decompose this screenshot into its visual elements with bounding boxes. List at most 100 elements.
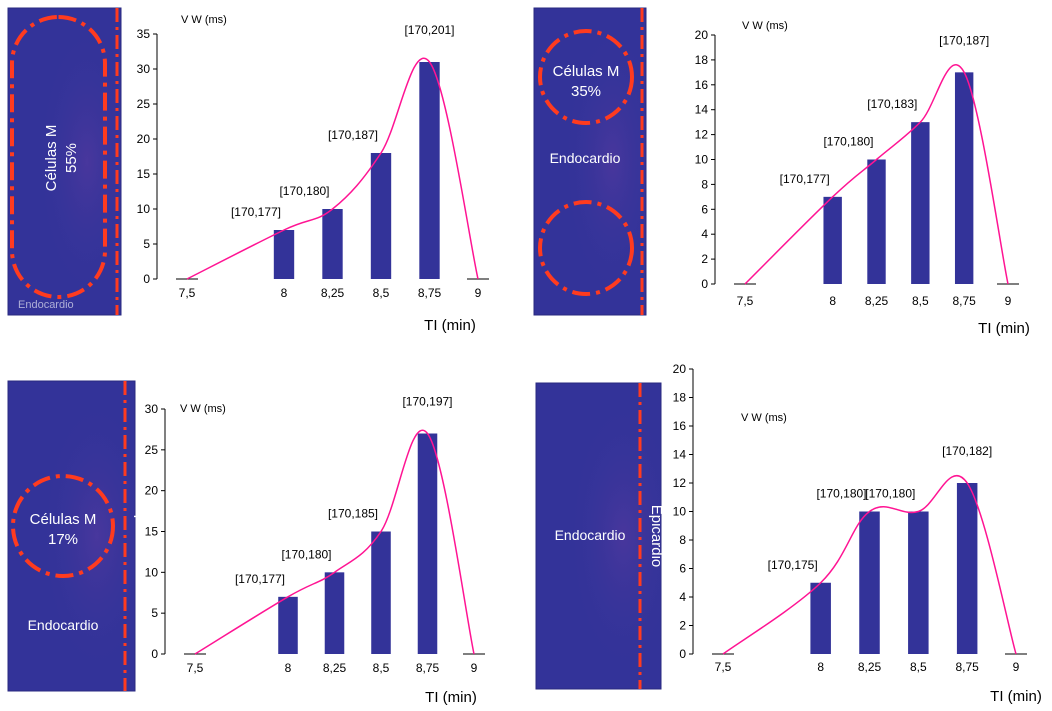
x-tick-label: 7,5 xyxy=(715,660,732,674)
y-tick-label: 16 xyxy=(673,419,687,433)
x-tick-label: 8 xyxy=(285,661,292,675)
bar-label: [170,180] xyxy=(816,487,866,501)
bar-label: [170,185] xyxy=(328,507,378,521)
x-tick-label: 8,5 xyxy=(373,661,390,675)
x-tick-label: 8 xyxy=(817,660,824,674)
endocardio-label: Endocardio xyxy=(555,527,626,543)
bar xyxy=(370,153,392,279)
epicardio-label: Epicardio xyxy=(648,505,665,568)
y-tick-label: 10 xyxy=(137,202,151,216)
y-tick-label: 0 xyxy=(679,647,686,661)
chart-2: 0 2 4 6 8 10 12 14 16 18 20 V W (ms) 7,5 8 [170,177] 8,… xyxy=(695,20,1030,337)
bar-label: [170,180] xyxy=(281,547,331,561)
y-tick-label: 14 xyxy=(695,103,709,117)
m-cells-percent: 17% xyxy=(48,531,78,548)
bar-label: [170,177] xyxy=(780,172,830,186)
bar-label: [170,180] xyxy=(279,184,329,198)
bar-label: [170,177] xyxy=(231,205,281,219)
x-tick-label: 7,5 xyxy=(737,294,754,308)
bar xyxy=(867,159,886,284)
m-cells-label: Células M 35% xyxy=(553,63,620,100)
tissue-diagram-3: Epicardio Endocardio Células M 17% xyxy=(7,380,150,692)
y-axis-label: V W (ms) xyxy=(742,20,788,32)
m-cells-percent: 35% xyxy=(571,83,601,100)
y-tick-label: 2 xyxy=(701,252,708,266)
y-tick-label: 0 xyxy=(143,272,150,286)
x-tick-label: 8,75 xyxy=(952,294,976,308)
y-tick-label: 12 xyxy=(695,128,709,142)
m-cells-name: Células M xyxy=(30,511,97,528)
y-tick-label: 30 xyxy=(145,402,159,416)
y-tick-label: 10 xyxy=(673,505,687,519)
x-tick-label: 8 xyxy=(281,286,288,300)
trend-curve xyxy=(744,64,1009,285)
y-tick-label: 15 xyxy=(137,167,151,181)
m-cell-region xyxy=(10,15,107,299)
x-tick-label: 9 xyxy=(475,286,482,300)
epicardio-label: Epicardio xyxy=(133,505,150,568)
bar xyxy=(810,582,831,654)
m-cells-name: Células M xyxy=(553,63,620,80)
bar xyxy=(954,72,974,284)
bar xyxy=(823,196,842,284)
chart-3: 0 5 10 15 20 25 30 V W (ms) 7,5 8 [170,177] 8,25 [17… xyxy=(145,395,485,706)
trend-curve xyxy=(722,474,1017,655)
x-tick-label: 8 xyxy=(829,294,836,308)
tissue-diagram-1: Epicardio Endocardio Células M 55% xyxy=(7,7,142,316)
bar xyxy=(278,596,298,654)
endocardio-label: Endocardio xyxy=(550,150,621,166)
y-tick-label: 8 xyxy=(679,533,686,547)
bar xyxy=(417,433,438,654)
x-axis-label: TI (min) xyxy=(424,317,476,334)
bar xyxy=(273,230,295,279)
x-tick-label: 8,75 xyxy=(418,286,442,300)
x-tick-label: 8,5 xyxy=(912,294,929,308)
bar-label: [170,201] xyxy=(404,23,454,37)
m-cells-label: Células M 55% xyxy=(43,125,80,192)
y-tick-label: 5 xyxy=(151,606,158,620)
x-tick-label: 7,5 xyxy=(187,661,204,675)
bar-label: [170,197] xyxy=(402,395,452,409)
m-cells-percent: 55% xyxy=(63,143,80,173)
y-tick-label: 25 xyxy=(137,97,151,111)
y-tick-label: 16 xyxy=(695,78,709,92)
bar-label: [170,187] xyxy=(328,128,378,142)
x-tick-label: 8,75 xyxy=(955,660,979,674)
chart-1: 0 5 10 15 20 25 30 35 V W (ms) 7,5 8 [170,177] 8,25 [… xyxy=(137,14,489,334)
y-tick-label: 10 xyxy=(695,153,709,167)
m-cells-name: Células M xyxy=(43,125,60,192)
y-tick-label: 6 xyxy=(679,562,686,576)
trend-curve xyxy=(194,429,475,655)
m-cell-region xyxy=(538,29,634,125)
y-tick-label: 20 xyxy=(145,484,159,498)
y-tick-label: 0 xyxy=(701,277,708,291)
y-tick-label: 20 xyxy=(137,132,151,146)
x-tick-label: 8,5 xyxy=(373,286,390,300)
panel-2: Epicardio Endocardio Células M 35% 0 2 4 6 8 10 12… xyxy=(533,7,1030,337)
y-tick-label: 14 xyxy=(673,448,687,462)
x-tick-label: 8,25 xyxy=(858,660,882,674)
y-tick-label: 2 xyxy=(679,619,686,633)
y-axis-label: V W (ms) xyxy=(741,412,787,424)
chart-4: 0 2 4 6 8 10 12 14 16 18 20 V W (ms) 7,5 8 [170,175] 8,… xyxy=(673,362,1042,705)
y-tick-label: 12 xyxy=(673,476,687,490)
x-axis-label: TI (min) xyxy=(978,320,1030,337)
y-axis-label: V W (ms) xyxy=(181,14,227,26)
bar-label: [170,175] xyxy=(768,558,818,572)
endocardio-label: Endocardio xyxy=(18,299,74,311)
y-tick-label: 20 xyxy=(695,28,709,42)
y-tick-label: 25 xyxy=(145,443,159,457)
x-tick-label: 8,25 xyxy=(321,286,345,300)
bar-label: [170,180] xyxy=(865,487,915,501)
bar-label: [170,177] xyxy=(235,572,285,586)
y-tick-label: 4 xyxy=(679,590,686,604)
y-tick-label: 30 xyxy=(137,62,151,76)
y-axis-label: V W (ms) xyxy=(180,403,226,415)
m-cell-region xyxy=(11,474,115,578)
x-tick-label: 8,25 xyxy=(323,661,347,675)
bar xyxy=(956,483,978,654)
trend-curve xyxy=(186,57,479,280)
x-tick-label: 8,5 xyxy=(910,660,927,674)
tissue-diagram-2: Epicardio Endocardio Células M 35% xyxy=(533,7,667,316)
